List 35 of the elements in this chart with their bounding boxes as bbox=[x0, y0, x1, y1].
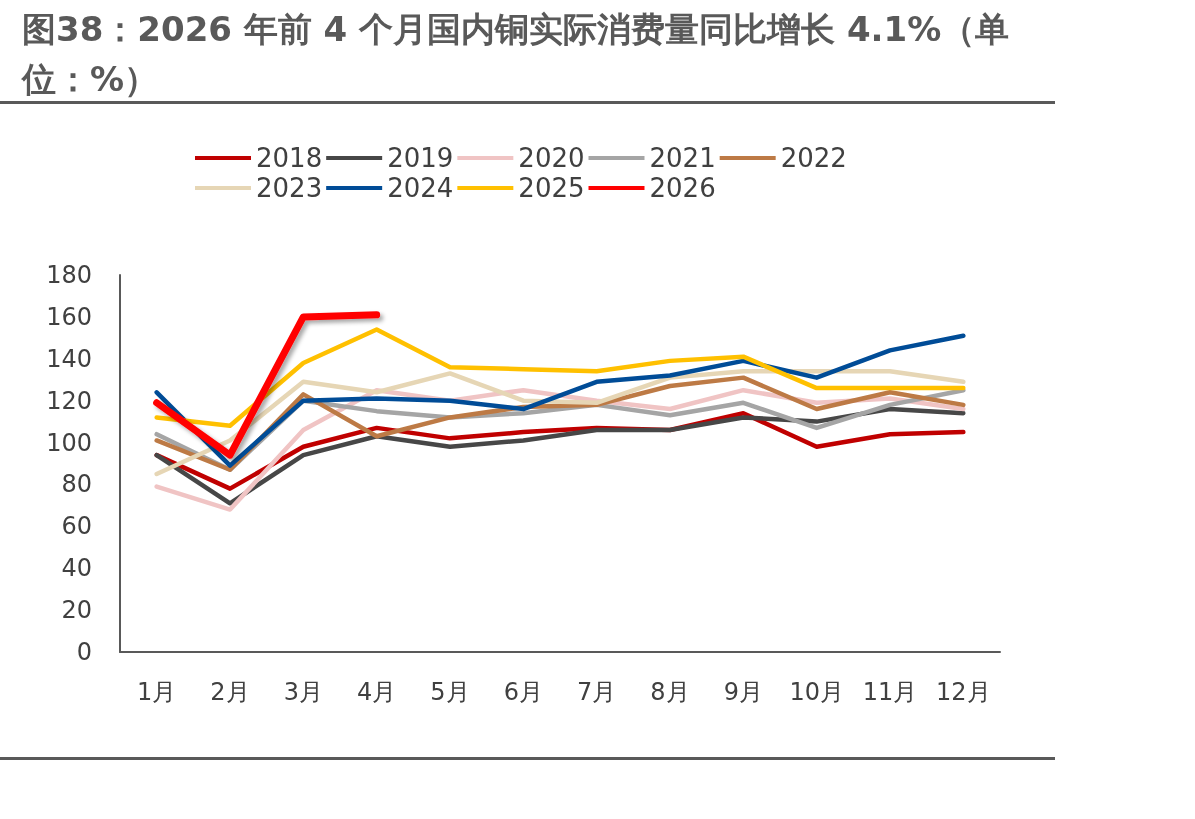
legend-label: 2023 bbox=[256, 173, 323, 203]
y-tick-label: 0 bbox=[76, 638, 92, 666]
y-tick-label: 40 bbox=[61, 554, 92, 583]
x-tick-label: 3月 bbox=[283, 678, 323, 706]
x-tick-label: 10月 bbox=[789, 678, 844, 706]
line-series bbox=[154, 327, 966, 429]
y-tick-label: 160 bbox=[46, 302, 92, 331]
y-tick-label: 20 bbox=[61, 596, 92, 625]
legend-label: 2026 bbox=[649, 173, 716, 203]
chart-title: 图38：2026 年前 4 个月国内铜实际消费量同比增长 4.1%（单位：%） bbox=[22, 8, 1011, 101]
y-tick-label: 180 bbox=[46, 261, 92, 289]
legend-label: 2018 bbox=[256, 143, 323, 173]
x-tick-label: 11月 bbox=[862, 678, 918, 706]
x-tick-label: 12月 bbox=[936, 678, 991, 706]
legend-label: 2019 bbox=[387, 143, 454, 173]
y-tick-label: 100 bbox=[46, 428, 92, 457]
x-tick-label: 4月 bbox=[357, 678, 397, 706]
x-tick-label: 2月 bbox=[210, 678, 250, 706]
legend-label: 2024 bbox=[387, 173, 454, 203]
x-tick-label: 9月 bbox=[723, 678, 763, 706]
legend-label: 2020 bbox=[518, 143, 585, 173]
y-tick-label: 80 bbox=[61, 470, 92, 499]
legend-label: 2025 bbox=[518, 173, 585, 203]
y-tick-label: 120 bbox=[46, 386, 92, 415]
x-tick-label: 7月 bbox=[577, 678, 617, 706]
line-series bbox=[154, 333, 966, 468]
legend-label: 2022 bbox=[780, 143, 847, 173]
x-tick-label: 1月 bbox=[137, 678, 177, 706]
x-tick-label: 5月 bbox=[430, 678, 470, 706]
legend-label: 2021 bbox=[649, 143, 716, 173]
x-tick-label: 8月 bbox=[650, 678, 690, 706]
x-tick-label: 6月 bbox=[503, 678, 543, 706]
line-series bbox=[154, 406, 966, 506]
y-tick-label: 140 bbox=[46, 344, 92, 373]
y-tick-label: 60 bbox=[61, 512, 92, 541]
